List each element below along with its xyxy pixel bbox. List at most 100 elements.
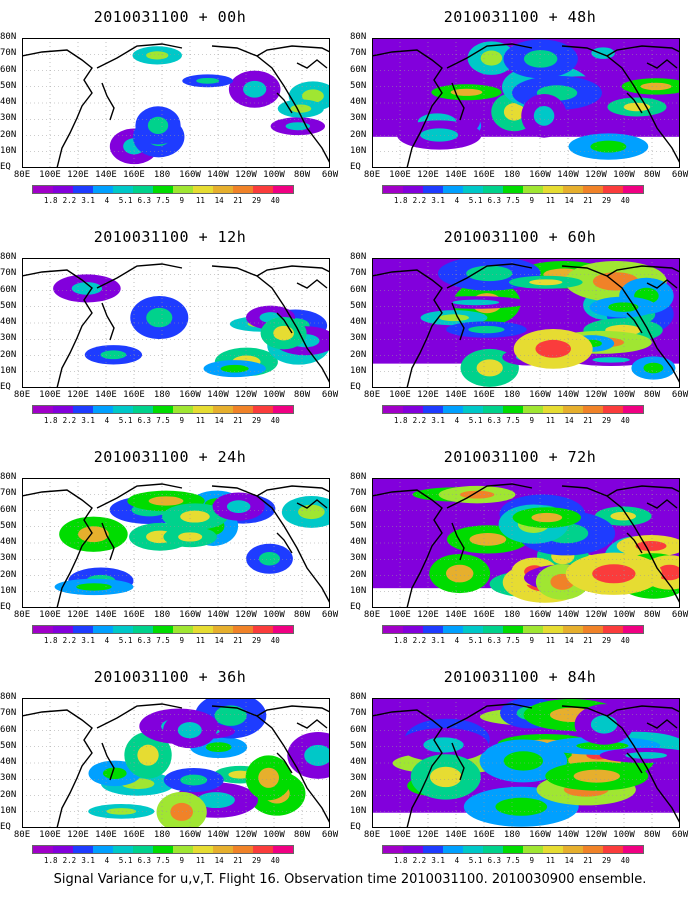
- colorbar-swatch: [403, 186, 423, 193]
- colorbar-swatch: [503, 626, 523, 633]
- colorbar-label: 21: [583, 416, 593, 425]
- colorbar-label: 5.1: [118, 196, 133, 205]
- colorbar-label: 11: [545, 636, 555, 645]
- colorbar-swatch: [253, 846, 273, 853]
- latitude-label: 80N: [0, 252, 17, 262]
- variance-contour-core: [304, 744, 330, 766]
- variance-contour-core: [180, 510, 210, 523]
- colorbar-label: 2.2: [62, 196, 77, 205]
- map-frame: [372, 258, 680, 388]
- coastline: [276, 752, 293, 774]
- colorbar-swatch: [133, 626, 153, 633]
- map-frame: [22, 38, 330, 168]
- colorbar-swatch: [503, 406, 523, 413]
- coastline: [446, 703, 533, 729]
- variance-contour-core: [76, 583, 112, 591]
- coastline: [211, 265, 330, 384]
- longitude-label: 120W: [235, 830, 257, 840]
- colorbar-swatch: [603, 846, 623, 853]
- longitude-label: 100E: [39, 830, 61, 840]
- longitude-label: 160W: [529, 610, 551, 620]
- colorbar-label: 1.8: [393, 856, 408, 865]
- colorbar-label: 2.2: [412, 856, 427, 865]
- colorbar-label: 6.3: [487, 196, 502, 205]
- coastline: [626, 312, 643, 334]
- variance-map: [22, 38, 330, 168]
- colorbar-label: 1.8: [393, 636, 408, 645]
- longitude-label: 160W: [529, 830, 551, 840]
- coastline: [276, 312, 293, 334]
- longitude-label: 100W: [263, 610, 285, 620]
- colorbar-swatch: [253, 626, 273, 633]
- colorbar-swatch: [383, 846, 403, 853]
- longitude-label: 60W: [671, 610, 689, 620]
- coastline: [96, 263, 183, 289]
- colorbar-swatch: [213, 626, 233, 633]
- colorbar-label: 1.8: [43, 856, 58, 865]
- coastline: [296, 279, 328, 289]
- variance-map: [372, 38, 680, 168]
- variance-contour-core: [623, 102, 651, 112]
- colorbar-swatch: [463, 626, 483, 633]
- colorbar-swatch: [443, 846, 463, 853]
- variance-contour-core: [643, 362, 664, 374]
- longitude-label: 80E: [363, 830, 381, 840]
- colorbar: [32, 405, 294, 414]
- coastline: [96, 703, 183, 729]
- colorbar-swatch: [93, 626, 113, 633]
- latitude-label: 50N: [0, 520, 17, 531]
- colorbar-swatch: [73, 186, 93, 193]
- colorbar-label: 1.8: [43, 196, 58, 205]
- latitude-label: EQ: [350, 602, 361, 612]
- latitude-label: EQ: [350, 382, 361, 392]
- longitude-label: 140W: [557, 390, 579, 400]
- colorbar-label: 3.1: [431, 196, 445, 205]
- variance-contour-core: [197, 792, 235, 809]
- coastline: [372, 489, 443, 608]
- coastline: [276, 92, 293, 114]
- latitude-label: 80N: [0, 692, 17, 702]
- variance-map: [372, 698, 680, 828]
- longitude-label: 120W: [235, 610, 257, 620]
- colorbar-swatch: [273, 186, 293, 193]
- coastline: [256, 485, 330, 497]
- longitude-label: 160W: [179, 830, 201, 840]
- coastline: [446, 263, 533, 289]
- colorbar-label: 21: [233, 196, 243, 205]
- latitude-label: 40N: [350, 97, 367, 107]
- coastline: [451, 742, 465, 781]
- colorbar-label: 5.1: [118, 856, 133, 865]
- colorbar-swatch: [273, 406, 293, 413]
- colorbar-label: 7.5: [506, 856, 520, 865]
- variance-contour-core: [523, 50, 558, 68]
- colorbar-swatch: [623, 846, 643, 853]
- colorbar-label: 9: [529, 416, 534, 425]
- colorbar-swatch: [463, 846, 483, 853]
- longitude-label: 160E: [123, 170, 145, 180]
- latitude-label: 10N: [0, 145, 17, 156]
- colorbar-swatch: [543, 406, 563, 413]
- map-frame: [22, 698, 330, 828]
- latitude-label: 60N: [0, 504, 17, 515]
- longitude-label: 140W: [207, 170, 229, 180]
- coastline: [626, 92, 643, 114]
- colorbar-label: 2.2: [62, 416, 77, 425]
- latitude-label: 30N: [0, 553, 17, 564]
- coastline: [276, 532, 293, 554]
- variance-contour-core: [608, 302, 639, 312]
- latitude-label: 30N: [0, 113, 17, 124]
- variance-contour-core: [106, 808, 137, 815]
- longitude-label: 80E: [13, 830, 31, 840]
- latitude-label: 30N: [350, 553, 367, 564]
- longitude-label: 120W: [585, 390, 607, 400]
- colorbar-label: 4: [104, 636, 110, 645]
- colorbar-swatch: [443, 406, 463, 413]
- colorbar-swatch: [483, 626, 503, 633]
- variance-contour-core: [576, 741, 629, 750]
- colorbar-swatch: [193, 846, 213, 853]
- coastline: [606, 265, 680, 277]
- colorbar-label: 3.1: [431, 856, 445, 865]
- latitude-label: 70N: [350, 488, 367, 499]
- colorbar-swatch: [623, 406, 643, 413]
- coastline: [372, 709, 443, 828]
